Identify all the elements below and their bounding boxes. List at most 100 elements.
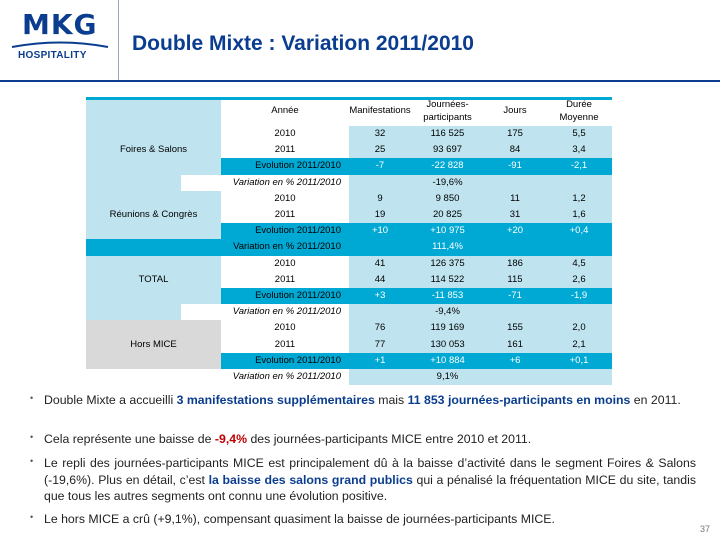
cell-manifestations: +10 [349,223,411,240]
table-top-band [86,97,612,100]
variation-value: 111,4% [349,239,546,256]
bullet-text-part: en 2011. [630,393,681,407]
page-number: 37 [699,524,710,534]
cell-manifestations: 77 [349,336,411,353]
cell-jours: 155 [484,320,546,337]
cell-jours: +20 [484,223,546,240]
cell-duree-moyenne: -1,9 [546,288,612,305]
row-label: 2010 [221,255,349,272]
variation-right-blank [546,369,612,386]
column-header: Année [221,97,349,126]
cell-duree-moyenne: +0,1 [546,352,612,369]
group-label: TOTAL [86,255,221,305]
bullet-text-part: Le hors MICE a crû (+9,1%), compensant q… [44,512,555,526]
company-logo: MKG HOSPITALITY [0,0,118,80]
cell-duree-moyenne: 1,6 [546,207,612,224]
cell-jours: 84 [484,142,546,159]
cell-duree-moyenne: 4,5 [546,255,612,272]
bullet-text-part: 11 853 journées-participants en moins [407,393,631,407]
bullet-item: • Le hors MICE a crû (+9,1%), compensant … [30,511,696,528]
row-label: Evolution 2011/2010 [221,223,349,240]
column-header: Jours [484,97,546,126]
bullet-text-part: Double Mixte a accueilli [44,393,177,407]
bullet-text-part: -9,4% [214,432,248,446]
cell-manifestations: 41 [349,255,411,272]
variation-value: 9,1% [349,369,546,386]
bullet-text-part: Le repli des journées-participants MICE … [44,456,696,487]
bullet-item: • Double Mixte a accueilli 3 manifestatio… [30,392,696,409]
cell-duree-moyenne: 5,5 [546,126,612,143]
cell-jours: 186 [484,255,546,272]
cell-journees-participants: 93 697 [411,142,484,159]
bullet-text: Cela représente une baisse de -9,4% des … [32,431,696,448]
cell-journees-participants: 130 053 [411,336,484,353]
cell-manifestations: 44 [349,271,411,288]
bullet-item: • Cela représente une baisse de -9,4% des… [30,431,696,448]
row-label: 2011 [221,207,349,224]
bullet-item: • Le repli des journées-participants MICE… [30,455,696,505]
cell-duree-moyenne: -2,1 [546,158,612,175]
column-header: Journées-participants [411,97,484,126]
variation-right-blank [546,239,612,256]
bullet-dot-icon: • [30,512,34,522]
bullet-text: Le hors MICE a crû (+9,1%), compensant q… [32,511,696,528]
row-label: 2010 [221,190,349,207]
column-header: Durée Moyenne [546,97,612,126]
cell-jours: 11 [484,190,546,207]
cell-journees-participants: -22 828 [411,158,484,175]
cell-manifestations: 19 [349,207,411,224]
row-label: 2011 [221,142,349,159]
cell-jours: -91 [484,158,546,175]
group-label: Hors MICE [86,320,221,369]
variation-label: Variation en % 2011/2010 [181,304,349,321]
cell-journees-participants: 9 850 [411,190,484,207]
cell-jours: -71 [484,288,546,305]
row-label: Evolution 2011/2010 [221,288,349,305]
cell-journees-participants: 114 522 [411,271,484,288]
row-label: 2010 [221,126,349,143]
header-blank-cell [86,97,221,126]
column-header: Manifestations [349,97,411,126]
header-rule [0,80,720,82]
group-label: Réunions & Congrès [86,190,221,240]
cell-journees-participants: 119 169 [411,320,484,337]
cell-journees-participants: 116 525 [411,126,484,143]
variation-value: -9,4% [349,304,546,321]
cell-duree-moyenne: 2,6 [546,271,612,288]
variation-right-blank [546,174,612,191]
cell-duree-moyenne: 2,0 [546,320,612,337]
cell-duree-moyenne: 3,4 [546,142,612,159]
bullet-dot-icon: • [30,456,34,466]
cell-duree-moyenne: 1,2 [546,190,612,207]
cell-journees-participants: -11 853 [411,288,484,305]
bullet-text-part: qui a pénalisé la fréquentation MICE du … [44,472,696,504]
cell-manifestations: 76 [349,320,411,337]
bullet-text: Le repli des journées-participants MICE … [32,455,696,505]
header-divider [118,0,119,80]
variation-value: -19,6% [349,174,546,191]
cell-manifestations: +1 [349,352,411,369]
cell-jours: 175 [484,126,546,143]
group-label: Foires & Salons [86,126,221,175]
cell-journees-participants: +10 975 [411,223,484,240]
bullet-dot-icon: • [30,393,34,403]
cell-journees-participants: 126 375 [411,255,484,272]
bullet-text-part: la baisse des salons grand publics [208,472,413,487]
cell-jours: 115 [484,271,546,288]
bullet-text: Double Mixte a accueilli 3 manifestation… [32,392,696,409]
cell-manifestations: +3 [349,288,411,305]
cell-jours: +6 [484,352,546,369]
cell-manifestations: -7 [349,158,411,175]
cell-jours: 161 [484,336,546,353]
bullet-text-part: 3 manifestations supplémentaires [176,393,375,407]
page-title: Double Mixte : Variation 2011/2010 [132,32,474,55]
logo-swoosh-icon [11,41,109,48]
cell-manifestations: 25 [349,142,411,159]
cell-journees-participants: 20 825 [411,207,484,224]
bullet-text-part: mais [374,393,408,407]
variation-label: Variation en % 2011/2010 [181,369,349,386]
row-label: Evolution 2011/2010 [221,352,349,369]
cell-manifestations: 32 [349,126,411,143]
bullet-dot-icon: • [30,432,34,442]
variation-label: Variation en % 2011/2010 [181,239,349,256]
